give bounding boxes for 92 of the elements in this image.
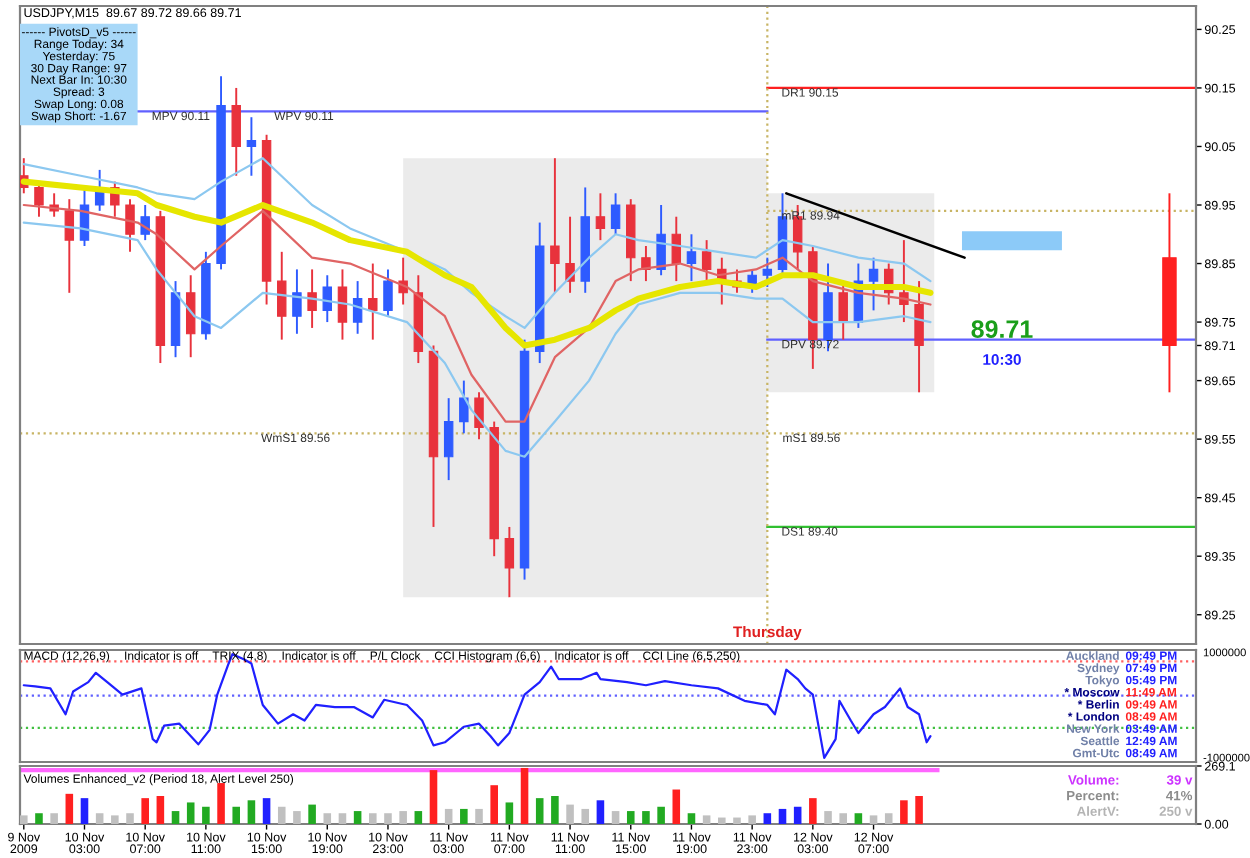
bar — [460, 808, 468, 824]
bar — [384, 813, 392, 824]
bar — [748, 815, 756, 824]
candlestick — [610, 192, 621, 236]
bar — [20, 815, 28, 824]
bar — [778, 808, 787, 824]
candlestick — [595, 192, 606, 242]
bar — [718, 817, 726, 824]
bar — [80, 798, 89, 824]
candlestick — [868, 256, 879, 312]
candlestick — [914, 280, 924, 394]
annotation: 89.71 — [971, 320, 1033, 338]
bar — [50, 813, 58, 824]
candlestick — [762, 256, 773, 288]
bar — [247, 800, 256, 824]
bar — [839, 813, 847, 824]
bar — [369, 813, 377, 824]
bar — [262, 798, 271, 824]
candlestick — [383, 268, 393, 318]
bar — [824, 811, 832, 824]
bar — [854, 813, 863, 824]
bar — [535, 798, 544, 824]
candlestick — [504, 525, 515, 599]
candlestick — [292, 268, 302, 335]
candlestick — [550, 157, 560, 294]
bar — [202, 806, 210, 824]
candlestick — [368, 262, 378, 341]
bar — [475, 808, 483, 824]
bar — [65, 793, 74, 824]
line-series — [22, 203, 932, 423]
bar — [323, 813, 332, 824]
bar — [657, 806, 665, 824]
candlestick — [686, 233, 697, 283]
candlestick — [565, 215, 575, 294]
bar — [793, 806, 802, 824]
bar — [95, 813, 104, 824]
bar — [126, 813, 134, 824]
bar — [186, 802, 195, 824]
bar — [702, 815, 711, 824]
bar — [156, 795, 165, 824]
candlestick — [231, 86, 241, 177]
bar — [869, 815, 878, 824]
bar — [763, 813, 772, 824]
bar — [672, 789, 681, 824]
bar — [308, 804, 316, 824]
line-series — [22, 157, 932, 330]
bar — [611, 811, 620, 824]
candlestick — [671, 215, 682, 283]
candlestick — [185, 274, 196, 359]
bar — [733, 817, 741, 824]
bar — [232, 806, 241, 824]
bar — [429, 770, 438, 824]
bar — [687, 813, 696, 824]
bar — [353, 811, 362, 824]
candlestick — [277, 250, 287, 341]
bar — [642, 811, 650, 824]
candlestick — [64, 198, 75, 294]
bar — [520, 767, 529, 824]
candlestick — [474, 391, 484, 441]
bar — [414, 811, 423, 824]
bar — [551, 795, 559, 824]
bar — [566, 804, 574, 824]
bar — [111, 815, 119, 824]
candlestick — [459, 379, 469, 435]
bar — [399, 811, 407, 824]
bar — [581, 808, 590, 824]
bar — [338, 813, 347, 824]
bar — [171, 811, 180, 824]
candlestick — [307, 268, 317, 329]
candlestick — [125, 198, 135, 253]
candlestick — [701, 239, 712, 283]
candlestick — [246, 116, 257, 177]
bar — [915, 795, 923, 824]
bar — [900, 800, 908, 824]
bar — [626, 811, 635, 824]
candlestick — [443, 397, 454, 482]
candlestick — [337, 268, 348, 341]
bar — [505, 802, 514, 824]
bar — [293, 811, 301, 824]
bar — [217, 783, 225, 824]
candlestick — [322, 274, 333, 324]
candlestick — [641, 245, 651, 283]
bar — [277, 806, 286, 824]
bar — [884, 813, 893, 824]
bar — [35, 813, 43, 824]
bar — [490, 785, 498, 824]
bar — [809, 798, 817, 824]
bar — [596, 800, 605, 824]
candlestick — [838, 280, 848, 341]
bar — [444, 808, 453, 824]
bar — [141, 798, 149, 824]
line-series — [20, 178, 934, 349]
